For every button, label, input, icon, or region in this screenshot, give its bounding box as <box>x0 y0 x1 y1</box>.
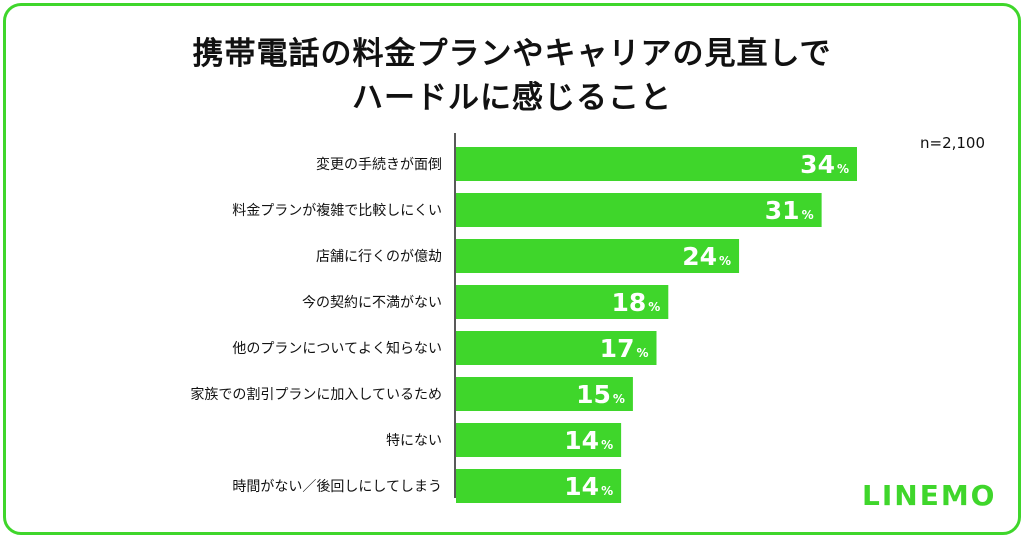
category-label: 家族での割引プランに加入しているため <box>190 386 442 403</box>
title-line-2: ハードルに感じること <box>352 80 672 116</box>
category-label: 変更の手続きが面倒 <box>316 156 442 173</box>
bar <box>456 285 669 319</box>
title-line-1: 携帯電話の料金プランやキャリアの見直しで <box>192 36 832 72</box>
category-label: 今の契約に不満がない <box>302 295 442 311</box>
bar <box>456 193 822 227</box>
value-label: 24% <box>682 242 731 271</box>
bar <box>456 377 633 411</box>
brand-logo: LINEMO <box>862 479 997 512</box>
value-label: 34% <box>800 150 849 179</box>
value-label: 17% <box>600 334 649 363</box>
category-label: 料金プランが複雑で比較しにくい <box>232 202 442 219</box>
bar <box>456 423 622 457</box>
value-label: 18% <box>611 288 660 317</box>
bar <box>456 147 857 181</box>
value-label: 14% <box>564 426 613 455</box>
category-label: 特にない <box>386 433 442 449</box>
bar <box>456 469 622 503</box>
sample-size-label: n=2,100 <box>920 134 986 152</box>
bar <box>456 331 657 365</box>
value-label: 31% <box>765 196 814 225</box>
value-label: 14% <box>564 472 613 501</box>
category-label: 店舗に行くのが億劫 <box>316 249 442 265</box>
category-label: 他のプランについてよく知らない <box>232 340 442 357</box>
bar <box>456 239 740 273</box>
value-label: 15% <box>576 380 625 409</box>
chart-title: 携帯電話の料金プランやキャリアの見直しで ハードルに感じること <box>0 32 1024 120</box>
category-label: 時間がない／後回しにしてしまう <box>232 479 442 495</box>
